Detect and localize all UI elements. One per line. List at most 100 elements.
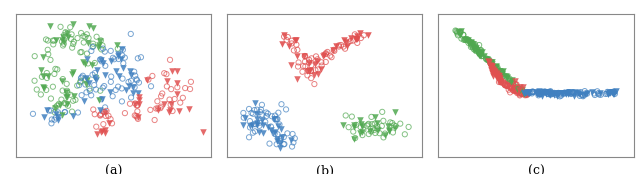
Point xyxy=(338,124,348,127)
Point xyxy=(472,52,483,54)
Point xyxy=(58,78,68,81)
Point xyxy=(165,58,175,61)
Point xyxy=(520,91,531,94)
Point xyxy=(470,43,480,46)
Point xyxy=(505,86,515,88)
Point xyxy=(132,110,143,113)
Point xyxy=(481,57,492,60)
Point xyxy=(362,124,372,127)
Point xyxy=(533,91,543,94)
Point xyxy=(130,74,140,77)
Point xyxy=(58,80,68,82)
Point xyxy=(271,137,282,140)
Point xyxy=(385,121,396,124)
Point xyxy=(476,53,486,56)
Point xyxy=(298,65,308,68)
Point xyxy=(452,31,462,33)
Point xyxy=(516,92,526,95)
Point xyxy=(605,91,616,94)
Point xyxy=(600,93,611,95)
Point xyxy=(488,74,499,77)
Point xyxy=(355,119,365,122)
Point xyxy=(117,77,127,80)
Point xyxy=(291,38,301,41)
Point xyxy=(287,39,297,42)
Point xyxy=(477,54,487,57)
Point xyxy=(108,95,118,98)
Point xyxy=(133,117,143,120)
Point xyxy=(543,93,554,96)
Point xyxy=(325,54,335,57)
Point xyxy=(349,126,359,129)
Point xyxy=(608,90,618,93)
Point xyxy=(456,37,467,40)
Point xyxy=(519,92,529,94)
Point xyxy=(60,35,70,37)
Point xyxy=(252,124,262,127)
Point xyxy=(516,88,527,91)
Point xyxy=(273,133,283,136)
Point xyxy=(596,93,606,96)
Point xyxy=(547,93,557,95)
Point xyxy=(51,107,61,110)
Point xyxy=(51,116,61,119)
Point xyxy=(517,88,527,91)
Point xyxy=(486,62,496,65)
Point xyxy=(607,90,617,93)
Point xyxy=(538,90,548,93)
Point xyxy=(172,70,182,73)
Point xyxy=(506,87,516,90)
Point xyxy=(551,93,561,96)
Point xyxy=(323,51,333,53)
Point xyxy=(500,84,511,87)
Point xyxy=(527,92,537,95)
Point xyxy=(511,90,522,93)
Point xyxy=(88,42,99,45)
Point xyxy=(260,120,270,123)
Point xyxy=(602,92,612,95)
Point xyxy=(264,142,275,145)
Point xyxy=(38,86,49,89)
Point xyxy=(132,79,142,82)
Point xyxy=(578,95,588,98)
Point xyxy=(504,85,515,88)
Point xyxy=(388,124,399,127)
Point xyxy=(493,74,504,76)
Point xyxy=(108,56,118,59)
Point xyxy=(292,77,303,80)
Point xyxy=(545,91,556,93)
Point xyxy=(54,102,64,105)
Point xyxy=(503,78,513,80)
Point xyxy=(99,128,109,131)
Point xyxy=(186,80,196,83)
Point xyxy=(493,77,504,80)
Point xyxy=(100,112,110,114)
Point xyxy=(172,86,182,89)
Point xyxy=(486,66,497,68)
Point xyxy=(97,48,107,51)
Point xyxy=(300,60,310,63)
Point xyxy=(150,119,160,121)
Point xyxy=(129,70,140,73)
Point xyxy=(610,92,620,95)
Point xyxy=(348,130,358,133)
Point xyxy=(69,95,79,98)
Point xyxy=(468,48,479,51)
Point xyxy=(495,77,505,80)
Point xyxy=(109,58,120,61)
Point xyxy=(84,82,94,85)
Point xyxy=(263,125,273,128)
Point xyxy=(111,69,121,72)
Point xyxy=(515,94,525,97)
Point xyxy=(572,92,582,95)
Point xyxy=(313,68,323,71)
Point xyxy=(507,81,517,83)
Point xyxy=(500,82,511,85)
Point xyxy=(369,129,379,132)
Point xyxy=(522,92,532,94)
Point xyxy=(36,68,46,71)
Point xyxy=(166,103,176,106)
Point xyxy=(490,73,500,76)
Point xyxy=(355,31,365,34)
Point xyxy=(472,48,482,51)
